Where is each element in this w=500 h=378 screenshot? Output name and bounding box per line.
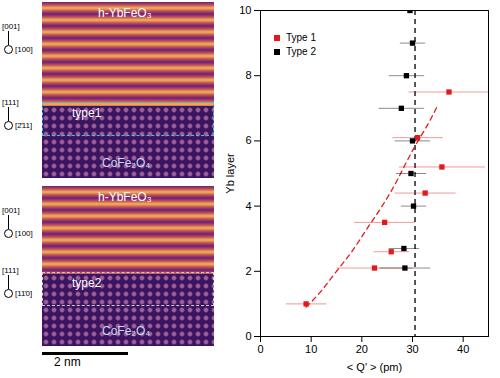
svg-text:4: 4 <box>245 200 251 212</box>
html-text:h-YbFeO₃: h-YbFeO₃ <box>98 6 152 20</box>
html-text:CoFe₂O₄: CoFe₂O₄ <box>102 324 151 338</box>
html-text:[2̄11]: [2̄11] <box>15 121 33 130</box>
svg-text:0: 0 <box>245 330 251 342</box>
html-text:h-YbFeO₃: h-YbFeO₃ <box>98 190 152 204</box>
html-text:[11̄0]: [11̄0] <box>15 289 33 298</box>
html-text:type1: type1 <box>72 106 102 120</box>
html-text:[001]: [001] <box>2 206 20 215</box>
svg-text:6: 6 <box>245 134 251 146</box>
svg-text:< Q' > (pm): < Q' > (pm) <box>347 361 402 373</box>
svg-text:2: 2 <box>245 265 251 277</box>
svg-text:8: 8 <box>245 69 251 81</box>
html-text:[111]: [111] <box>2 98 19 107</box>
svg-text:10: 10 <box>305 343 317 355</box>
html-text:2 nm: 2 nm <box>54 355 81 369</box>
html-text:Type 1: Type 1 <box>286 32 316 43</box>
svg-text:40: 40 <box>457 343 469 355</box>
html-text:[001]: [001] <box>2 22 20 31</box>
html-text:CoFe₂O₄: CoFe₂O₄ <box>102 156 151 170</box>
html-text:Type 2: Type 2 <box>286 46 316 57</box>
svg-text:0: 0 <box>257 343 263 355</box>
svg-text:20: 20 <box>356 343 368 355</box>
svg-text:10: 10 <box>239 4 251 16</box>
html-text:type2: type2 <box>72 276 102 290</box>
html-text:[100]: [100] <box>15 45 33 54</box>
svg-text:30: 30 <box>406 343 418 355</box>
svg-text:Yb layer: Yb layer <box>224 153 236 194</box>
html-text:[111]: [111] <box>2 266 19 275</box>
html-text:[100]: [100] <box>15 229 33 238</box>
